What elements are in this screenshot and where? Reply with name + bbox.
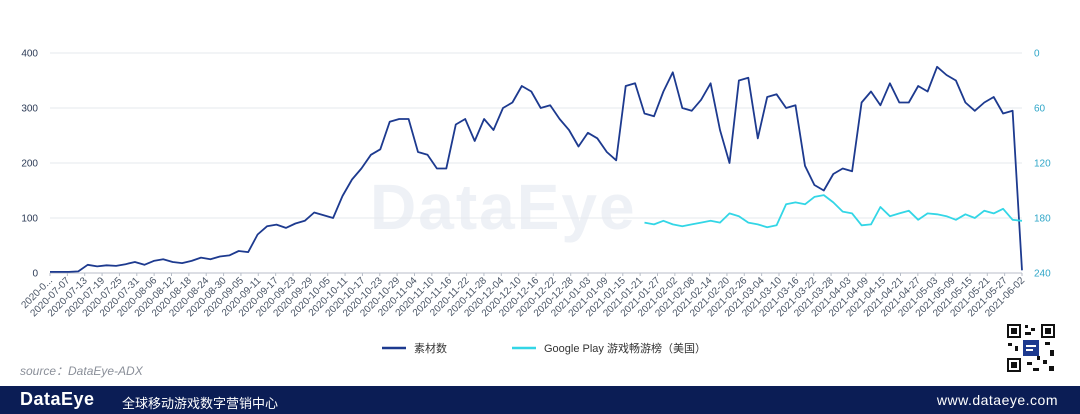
footer-slogan: 全球移动游戏数字营销中心 [122, 396, 279, 411]
legend-label: 素材数 [414, 341, 447, 355]
series-line-google-play-rank [644, 194, 1023, 229]
series-line-material-count [50, 65, 1023, 273]
qr-code-icon[interactable] [1005, 322, 1057, 374]
y-left-tick-label: 100 [21, 214, 38, 225]
y-left-tick-label: 0 [32, 269, 38, 280]
footer-bar: DataEye 全球移动游戏数字营销中心 www.dataeye.com [0, 386, 1080, 414]
y-left-tick-label: 400 [21, 49, 38, 60]
y-left-tick-label: 200 [21, 159, 38, 170]
watermark: DataEye [370, 171, 637, 243]
y-right-tick-label: 0 [1034, 49, 1040, 60]
y-right-tick-label: 240 [1034, 269, 1051, 280]
legend-label: Google Play 游戏畅游榜（美国） [544, 341, 706, 355]
footer-url-link[interactable]: www.dataeye.com [936, 392, 1058, 408]
y-right-tick-label: 60 [1034, 104, 1046, 115]
dataeye-logo[interactable]: DataEye [20, 389, 95, 409]
y-right-tick-label: 180 [1034, 214, 1051, 225]
source-label: source：DataEye-ADX [20, 364, 143, 378]
y-right-tick-label: 120 [1034, 159, 1051, 170]
y-left-tick-label: 300 [21, 104, 38, 115]
